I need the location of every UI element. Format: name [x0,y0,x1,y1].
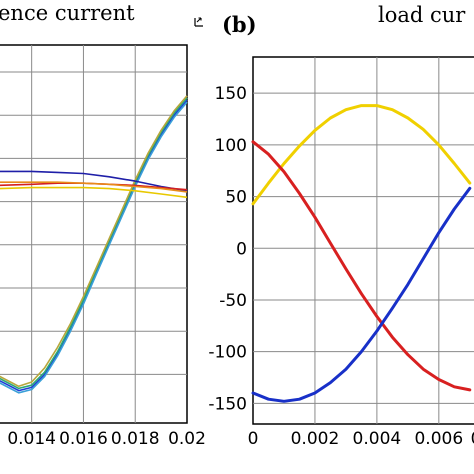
series-line-8 [0,186,188,199]
x-tick-label: 0.02 [168,429,206,449]
right-chart-title: load cur [378,3,466,27]
x-tick-label: 0.004 [353,429,402,449]
left-chart-title: ence current [0,1,135,25]
y-tick-label: -150 [208,394,247,414]
left-plot-area [0,44,188,424]
x-tick-label: 0 [471,429,474,449]
x-tick-label: 0.014 [7,429,56,449]
right-series-group [251,104,472,403]
right-plot-area [252,56,474,425]
right-y-tick-labels: 150 100 50 0 -50 -100 -150 [208,84,247,414]
series-line-2 [251,140,472,392]
left-chart: 0.014 0.016 0.018 0.02 ence current [0,1,206,449]
series-line-5 [0,170,188,192]
x-tick-label: 0 [248,429,259,449]
plot-options-icon[interactable] [194,17,203,27]
y-tick-label: 50 [225,188,247,208]
series-line-3 [251,186,472,403]
series-line-7 [0,181,188,193]
series-line-3 [0,97,188,390]
y-tick-label: 0 [236,239,247,259]
panel-label: (b) [222,12,257,37]
right-x-tick-labels: 0 0.002 0.004 0.006 0 [248,429,474,449]
left-gridlines [0,45,187,423]
left-series-group [0,95,188,394]
y-tick-label: -50 [219,291,247,311]
y-tick-label: 100 [215,136,247,156]
x-tick-label: 0.006 [414,429,463,449]
y-tick-label: 150 [215,84,247,104]
right-chart: 150 100 50 0 -50 -100 -150 0 0.002 0.004 0.006 0 (… [208,3,474,449]
series-line-1 [251,104,472,206]
x-tick-label: 0.018 [111,429,160,449]
series-line-4 [0,95,188,388]
x-tick-label: 0.002 [291,429,340,449]
x-tick-label: 0.016 [59,429,108,449]
series-line-1 [0,99,188,392]
series-line-2 [0,101,188,394]
y-tick-label: -100 [208,343,247,363]
left-x-tick-labels: 0.014 0.016 0.018 0.02 [7,429,206,449]
